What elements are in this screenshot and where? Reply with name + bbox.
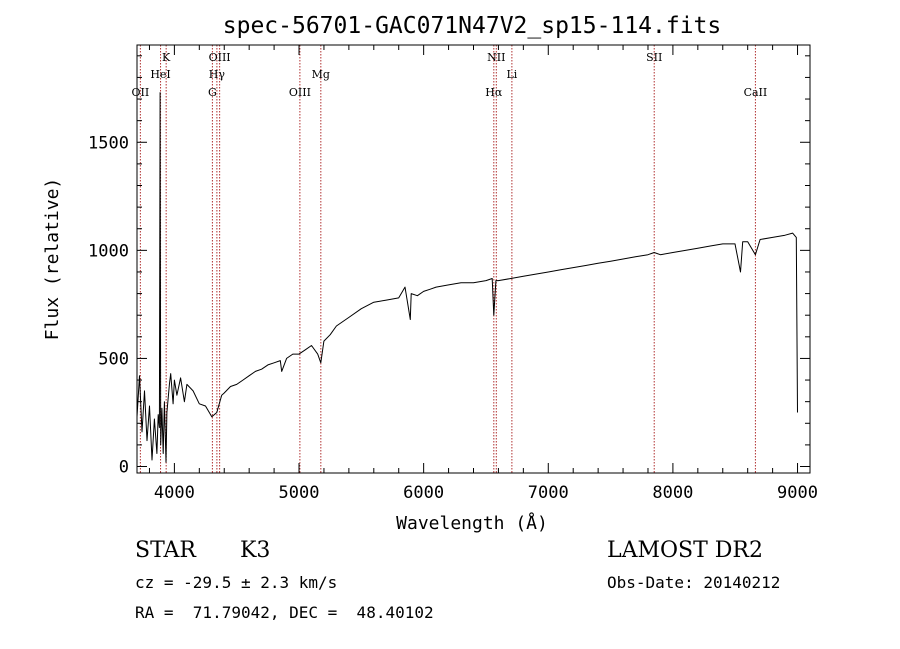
chart-title: spec-56701-GAC071N47V2_sp15-114.fits bbox=[223, 13, 722, 39]
x-axis-ticks: 4000 5000 6000 7000 8000 9000 bbox=[148, 45, 818, 503]
plot-frame bbox=[136, 44, 811, 474]
x-tick-label: 9000 bbox=[777, 483, 818, 503]
y-tick-label: 0 bbox=[119, 458, 129, 478]
marker-label: Li bbox=[506, 68, 517, 81]
marker-label: HeI bbox=[150, 68, 170, 81]
marker-label: G bbox=[208, 86, 217, 99]
coordinates-text: RA = 71.79042, DEC = 48.40102 bbox=[135, 603, 434, 622]
marker-label: Hγ bbox=[209, 68, 226, 81]
emission-line-markers bbox=[139, 45, 756, 473]
marker-label: SII bbox=[646, 51, 662, 64]
x-axis-label: Wavelength (Å) bbox=[396, 512, 548, 534]
x-tick-label: 4000 bbox=[154, 483, 195, 503]
y-tick-label: 500 bbox=[98, 349, 129, 369]
marker-label: NII bbox=[487, 51, 505, 64]
object-class: STAR bbox=[135, 538, 196, 563]
y-tick-label: 1500 bbox=[88, 133, 129, 153]
x-tick-label: 5000 bbox=[279, 483, 320, 503]
marker-label: OIII bbox=[289, 86, 311, 99]
x-tick-label: 8000 bbox=[652, 483, 693, 503]
object-subclass: K3 bbox=[240, 538, 271, 563]
x-tick-label: 7000 bbox=[528, 483, 569, 503]
marker-label: OII bbox=[132, 86, 150, 99]
x-tick-label: 6000 bbox=[403, 483, 444, 503]
marker-label: OIII bbox=[209, 51, 231, 64]
redshift-text: cz = -29.5 ± 2.3 km/s bbox=[135, 573, 338, 592]
marker-label: CaII bbox=[744, 86, 768, 99]
spectrum-line bbox=[136, 92, 798, 463]
marker-label: K bbox=[162, 51, 171, 64]
observation-date: Obs-Date: 20140212 bbox=[607, 573, 781, 592]
marker-label: Mg bbox=[312, 68, 330, 81]
y-tick-label: 1000 bbox=[88, 241, 129, 261]
marker-label: Hα bbox=[485, 86, 503, 99]
survey-name: LAMOST DR2 bbox=[607, 538, 763, 563]
y-axis-ticks: 0 500 1000 1500 bbox=[88, 55, 810, 478]
y-axis-label: Flux (relative) bbox=[42, 178, 63, 341]
